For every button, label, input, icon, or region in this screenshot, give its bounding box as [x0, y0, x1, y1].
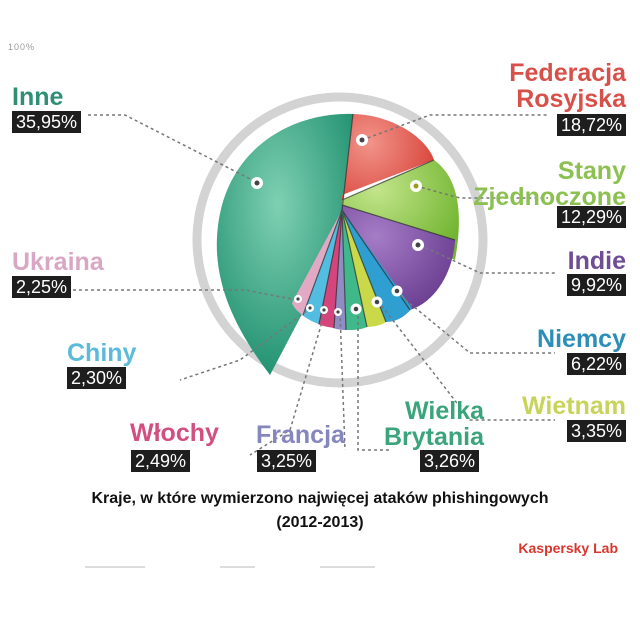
value-indie: 9,92%: [566, 274, 626, 296]
label-niemcy: Niemcy: [537, 325, 626, 353]
label-inne: Inne: [12, 83, 64, 111]
slice-ukraina: [292, 210, 342, 315]
value-rosja: 18,72%: [556, 114, 626, 136]
value-wietnam: 3,35%: [566, 420, 626, 442]
label-usa: Stany Zjednoczone: [473, 158, 626, 210]
label-rosja-line2: Rosyjska: [516, 85, 626, 113]
faint-artifact: [320, 566, 375, 568]
label-wlochy: Włochy: [130, 419, 219, 447]
faint-artifact: [85, 566, 145, 568]
label-francja: Francja: [256, 421, 345, 449]
label-ukraina: Ukraina: [12, 248, 104, 276]
outer-ring: [192, 92, 488, 388]
value-ukraina: 2,25%: [12, 276, 72, 298]
faint-artifact: [220, 566, 255, 568]
leader-ukraina: [68, 289, 298, 301]
label-wietnam: Wietnam: [522, 392, 626, 420]
label-wielka-brytania: Wielka Brytania: [384, 398, 484, 450]
slice-inne: [216, 113, 353, 375]
leader-indie: [419, 244, 555, 274]
label-wb-line1: Wielka: [405, 397, 484, 425]
chart-title: Kraje, w które wymierzono najwięcej atak…: [91, 490, 549, 507]
leader-wietnam: [377, 300, 555, 421]
value-chiny: 2,30%: [67, 367, 127, 389]
label-rosja: Federacja Rosyjska: [509, 60, 626, 112]
value-wielka-brytania: 3,26%: [420, 450, 480, 472]
value-niemcy: 6,22%: [566, 353, 626, 375]
chart-subtitle: (2012-2013): [276, 514, 364, 531]
leader-rosja: [361, 114, 548, 141]
leader-usa: [415, 185, 548, 199]
value-usa: 12,29%: [556, 206, 626, 228]
leader-inne: [88, 114, 259, 184]
value-inne: 35,95%: [12, 111, 82, 133]
leader-niemcy: [395, 291, 555, 354]
value-wlochy: 2,49%: [131, 450, 191, 472]
leader-wb: [357, 310, 390, 451]
label-wb-line2: Brytania: [384, 423, 485, 451]
faint-axis-remnant: 100%: [8, 42, 36, 52]
label-usa-line1: Stany: [557, 157, 626, 185]
label-rosja-line1: Federacja: [509, 59, 626, 87]
label-usa-line2: Zjednoczone: [473, 183, 626, 211]
source-credit: Kaspersky Lab: [518, 540, 618, 556]
label-chiny: Chiny: [67, 339, 137, 367]
leader-francja: [339, 311, 346, 451]
value-francja: 3,25%: [257, 450, 317, 472]
label-indie: Indie: [567, 247, 626, 275]
